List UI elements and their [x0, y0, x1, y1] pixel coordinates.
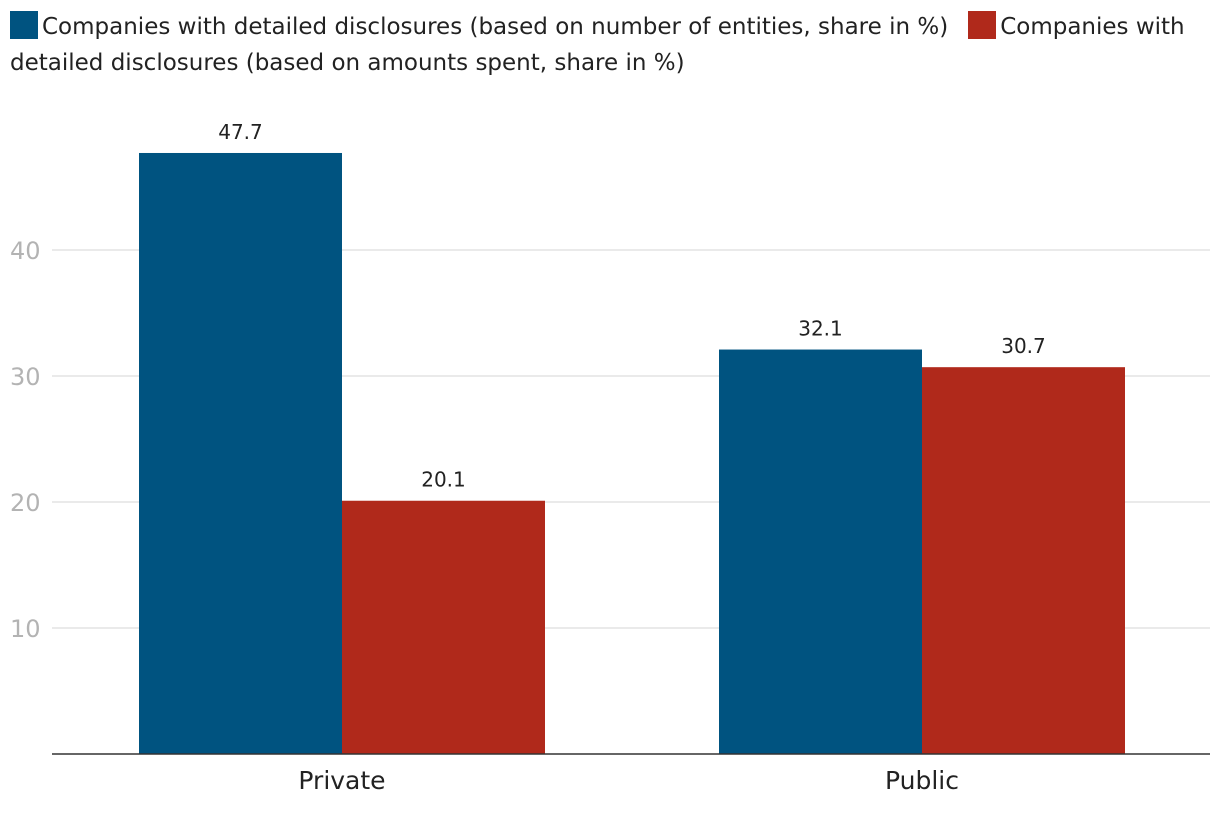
y-tick-label-20: 20: [10, 489, 41, 517]
legend-swatch-amounts: [968, 11, 997, 39]
legend-swatch-entities: [10, 11, 38, 39]
data-labels: 47.7 20.1 32.1 30.7: [218, 120, 1046, 492]
legend: Companies with detailed disclosures (bas…: [10, 9, 1190, 81]
x-category-label-private: Private: [298, 766, 385, 795]
data-label-public-series-0: 32.1: [798, 317, 843, 341]
y-tick-label-30: 30: [10, 363, 41, 391]
legend-item-entities[interactable]: Companies with detailed disclosures (bas…: [10, 11, 949, 40]
data-label-public-series-1: 30.7: [1001, 334, 1046, 358]
bars: [139, 152, 1125, 755]
bar-public-series-0: [719, 349, 922, 754]
y-tick-label-40: 40: [10, 237, 41, 265]
data-label-private-series-1: 20.1: [421, 468, 466, 492]
bar-private-series-0: [139, 152, 342, 755]
bar-private-series-1: [342, 500, 545, 754]
legend-label-amounts: Companies with detailed disclosures (bas…: [10, 14, 1185, 76]
y-axis: 10 20 30 40: [10, 237, 41, 643]
x-category-label-public: Public: [885, 766, 959, 795]
y-tick-label-10: 10: [10, 615, 41, 643]
bar-public-series-1: [922, 367, 1125, 754]
x-axis: Private Public: [52, 753, 1210, 795]
data-label-private-series-0: 47.7: [218, 120, 263, 144]
legend-item-amounts[interactable]: Companies with detailed disclosures (bas…: [10, 11, 1185, 76]
legend-label-entities: Companies with detailed disclosures (bas…: [42, 14, 949, 40]
